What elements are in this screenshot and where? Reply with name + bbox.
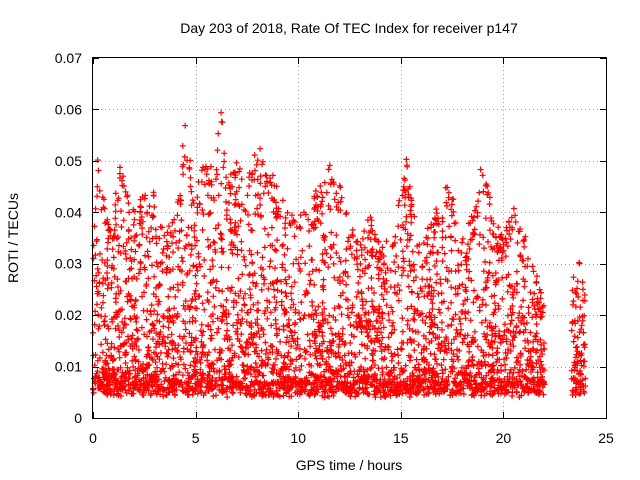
axis-ticks	[93, 58, 607, 419]
y-tick-label: 0.07	[55, 50, 82, 66]
x-tick-label: 5	[192, 430, 200, 446]
x-tick-label: 20	[496, 430, 512, 446]
x-tick-labels: 0 5 10 15 20 25	[89, 430, 614, 446]
y-tick-labels: 0 0.01 0.02 0.03 0.04 0.05 0.06 0.07	[55, 50, 82, 426]
x-tick-label: 15	[393, 430, 409, 446]
y-axis-label: ROTI / TECUs	[5, 193, 21, 283]
y-tick-label: 0.01	[55, 359, 82, 375]
plot-frame	[92, 57, 607, 419]
data-points	[90, 109, 589, 401]
roti-points	[90, 109, 589, 401]
x-axis-label: GPS time / hours	[296, 457, 403, 473]
y-tick-label: 0.03	[55, 256, 82, 272]
x-tick-label: 25	[598, 430, 614, 446]
y-tick-label: 0	[74, 410, 82, 426]
y-tick-label: 0.04	[55, 204, 82, 220]
x-tick-label: 10	[290, 430, 306, 446]
y-tick-label: 0.06	[55, 101, 82, 117]
x-tick-label: 0	[89, 430, 97, 446]
chart-title: Day 203 of 2018, Rate Of TEC Index for r…	[180, 20, 518, 36]
y-tick-label: 0.05	[55, 153, 82, 169]
y-tick-label: 0.02	[55, 307, 82, 323]
